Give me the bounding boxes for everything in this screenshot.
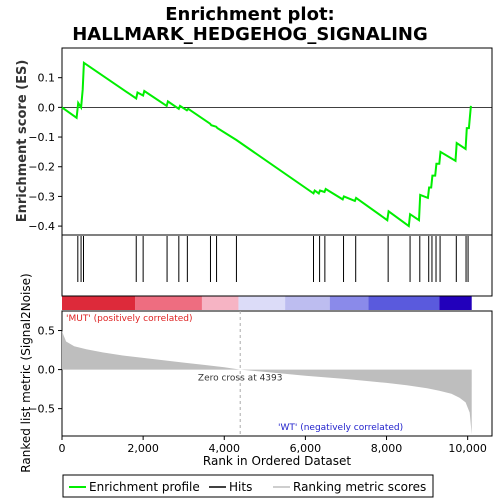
metric-x-tick-label: 6,000 <box>290 442 322 455</box>
color-bar-segment <box>329 296 369 310</box>
metric-x-tick-label: 4,000 <box>209 442 241 455</box>
hits-panel-frame <box>61 234 493 297</box>
zero-cross-annotation: Zero cross at 4393 <box>198 374 283 384</box>
hit-lines <box>77 236 469 282</box>
metric-x-tick-label: 0 <box>59 442 66 455</box>
es-y-tick-label: −0.3 <box>28 190 55 203</box>
metric-y-tick-label: 0.0 <box>38 364 56 377</box>
positive-correlation-label: 'MUT' (positively correlated) <box>66 314 193 324</box>
metric-panel: Zero cross at 4393 'MUT' (positively cor… <box>19 273 493 473</box>
negative-correlation-label: 'WT' (negatively correlated) <box>278 423 403 433</box>
color-bar-segment <box>285 296 330 310</box>
metric-x-ticks: 0 2,000 4,000 6,000 8,000 10,000 <box>59 436 487 455</box>
es-panel: 0.1 0.0 −0.1 −0.2 −0.3 −0.4 Enrichment score … <box>15 47 493 236</box>
chart-title-line2: HALLMARK_HEDGEHOG_SIGNALING <box>72 24 428 45</box>
metric-y-tick-label: −0.5 <box>28 403 55 416</box>
legend-label-enrichment: Enrichment profile <box>89 480 200 494</box>
color-bar-segment <box>135 296 202 310</box>
metric-x-tick-label: 2,000 <box>127 442 159 455</box>
metric-y-ticks: 0.5 0.0 −0.5 <box>28 325 62 416</box>
color-bar-segment <box>62 296 136 310</box>
es-y-tick-label: −0.2 <box>28 161 55 174</box>
es-y-axis-label: Enrichment score (ES) <box>15 60 30 223</box>
metric-panel-frame <box>61 310 493 437</box>
legend-frame <box>62 474 434 498</box>
enrichment-profile-line <box>61 60 472 228</box>
metric-y-tick-label: 0.5 <box>38 325 56 338</box>
es-y-ticks: 0.1 0.0 −0.1 −0.2 −0.3 −0.4 <box>28 72 62 233</box>
metric-x-axis-label: Rank in Ordered Dataset <box>203 454 351 468</box>
ranking-metric-area <box>62 330 472 435</box>
es-panel-frame <box>61 47 493 236</box>
metric-x-tick-label: 8,000 <box>371 442 403 455</box>
legend: Enrichment profile Hits Ranking metric s… <box>62 474 434 498</box>
color-bar-segment <box>439 296 472 310</box>
metric-y-axis-label: Ranked list metric (Signal2Noise) <box>19 273 33 472</box>
metric-x-tick-label: 10,000 <box>448 442 487 455</box>
rank-color-bar <box>62 295 472 310</box>
legend-label-metric: Ranking metric scores <box>293 480 426 494</box>
es-y-tick-label: −0.1 <box>28 131 55 144</box>
chart-title-line1: Enrichment plot: <box>165 4 335 25</box>
legend-label-hits: Hits <box>229 480 252 494</box>
es-y-tick-label: −0.4 <box>28 220 55 233</box>
color-bar-segment <box>238 296 286 310</box>
hits-panel <box>61 234 493 310</box>
es-y-tick-label: 0.0 <box>38 101 56 114</box>
color-bar-segment <box>368 296 440 310</box>
color-bar-segment <box>201 296 239 310</box>
es-y-tick-label: 0.1 <box>38 72 56 85</box>
